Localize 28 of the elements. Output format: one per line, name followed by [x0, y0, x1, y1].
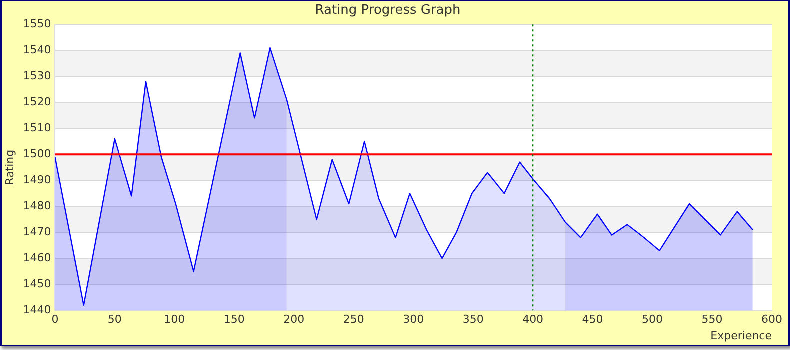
- x-tick-label: 600: [762, 313, 782, 326]
- x-tick-label: 150: [224, 313, 245, 326]
- y-tick-label: 1550: [23, 17, 52, 30]
- x-tick-label: 50: [108, 313, 122, 326]
- x-tick-label: 0: [52, 313, 59, 326]
- x-tick-label: 300: [403, 313, 424, 326]
- y-tick-label: 1470: [23, 225, 52, 238]
- chart-title: Rating Progress Graph: [315, 3, 461, 18]
- y-tick-label: 1530: [23, 69, 52, 82]
- x-axis-title: Experience: [710, 329, 772, 342]
- x-tick-label: 250: [343, 313, 364, 326]
- y-tick-label: 1450: [23, 277, 52, 290]
- y-tick-label: 1440: [23, 303, 52, 316]
- x-tick-label: 450: [582, 313, 604, 326]
- x-tick-label: 350: [462, 313, 484, 326]
- x-tick-label: 400: [522, 313, 544, 326]
- y-tick-label: 1520: [23, 95, 52, 108]
- y-tick-label: 1490: [23, 173, 52, 186]
- y-axis-title: Rating: [3, 150, 16, 186]
- y-tick-label: 1500: [23, 147, 52, 160]
- y-tick-label: 1460: [23, 251, 52, 264]
- y-tick-label: 1540: [23, 43, 52, 56]
- y-tick-label: 1480: [23, 199, 52, 212]
- x-tick-label: 100: [164, 313, 186, 326]
- x-tick-label: 550: [702, 313, 723, 326]
- x-tick-label: 200: [284, 313, 305, 326]
- x-tick-label: 500: [642, 313, 664, 326]
- y-tick-label: 1510: [23, 121, 52, 134]
